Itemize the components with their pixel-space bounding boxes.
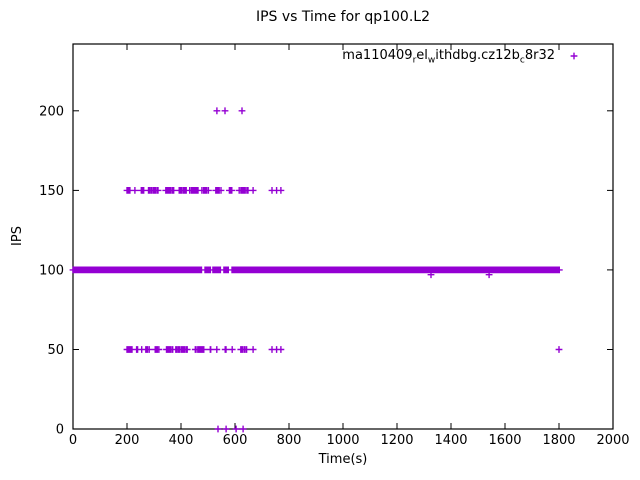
x-tick-label-1200: 1200 xyxy=(380,433,413,448)
x-tick-label-1000: 1000 xyxy=(326,433,359,448)
legend-label: ma110409relwithdbg.cz12bc8r32 xyxy=(342,48,555,66)
x-tick-label-1400: 1400 xyxy=(434,433,467,448)
legend-label-part: c xyxy=(519,55,525,66)
tick-labels: 0 200 400 600 800 1000 1200 1400 1600 1800 2000 0 50… xyxy=(39,104,629,448)
x-axis-label: Time(s) xyxy=(318,452,368,467)
y-tick-label-100: 100 xyxy=(39,263,64,278)
legend-label-part: ithdbg.cz12b xyxy=(435,48,520,63)
x-tick-label-2000: 2000 xyxy=(596,433,629,448)
legend-label-part: 8r32 xyxy=(524,48,555,63)
x-tick-label-400: 400 xyxy=(169,433,194,448)
data-points-series-0 xyxy=(69,107,563,433)
y-tick-label-200: 200 xyxy=(39,104,64,119)
x-tick-label-1800: 1800 xyxy=(542,433,575,448)
axis-ticks xyxy=(72,44,614,430)
plot-border xyxy=(72,43,614,430)
y-axis-label: IPS xyxy=(10,226,25,246)
x-tick-label-600: 600 xyxy=(223,433,248,448)
chart-title: IPS vs Time for qp100.L2 xyxy=(255,9,430,25)
legend: ma110409relwithdbg.cz12bc8r32 xyxy=(342,48,555,66)
legend-label-part: r xyxy=(412,55,417,66)
x-tick-label-1600: 1600 xyxy=(488,433,521,448)
y-tick-label-50: 50 xyxy=(47,343,64,358)
legend-plus-marker-icon xyxy=(570,52,578,60)
legend-label-part: el xyxy=(416,48,428,63)
legend-label-part: w xyxy=(427,55,436,66)
legend-label-part: ma110409 xyxy=(342,48,413,63)
x-tick-label-800: 800 xyxy=(277,433,302,448)
x-tick-label-0: 0 xyxy=(69,433,77,448)
y-tick-label-0: 0 xyxy=(56,423,64,438)
x-tick-label-200: 200 xyxy=(115,433,140,448)
y-tick-label-150: 150 xyxy=(39,184,64,199)
